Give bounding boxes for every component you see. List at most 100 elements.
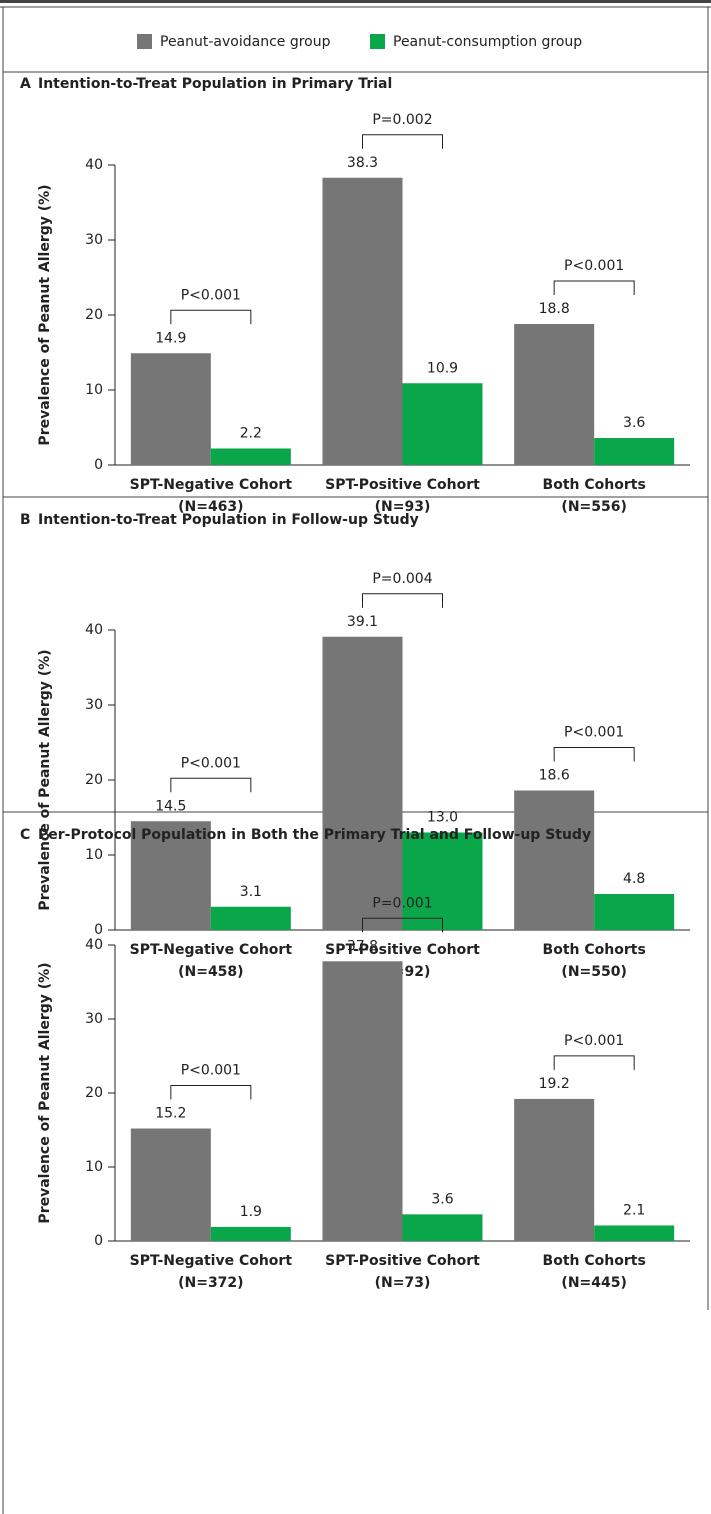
panel-letter: B [20, 512, 31, 528]
x-tick-sublabel: (N=372) [178, 1275, 243, 1291]
x-tick-sublabel: (N=463) [178, 499, 243, 515]
bar [322, 177, 403, 465]
bar [514, 324, 595, 465]
value-label: 3.6 [431, 1191, 453, 1207]
x-tick-sublabel: (N=73) [375, 1275, 431, 1291]
y-tick-label: 10 [85, 1159, 103, 1175]
bar [514, 1098, 595, 1241]
x-tick-label: SPT-Negative Cohort [130, 1253, 293, 1269]
p-value: P<0.001 [564, 725, 624, 741]
p-value: P<0.001 [181, 1063, 241, 1079]
p-bracket [362, 134, 443, 149]
bar [130, 1128, 211, 1241]
x-tick-label: SPT-Positive Cohort [325, 477, 480, 493]
legend-label: Peanut-avoidance group [160, 34, 331, 50]
x-tick-label: Both Cohorts [543, 477, 646, 493]
y-axis-label: Prevalence of Peanut Allergy (%) [37, 962, 53, 1223]
value-label: 3.1 [240, 884, 262, 900]
value-label: 37.8 [347, 938, 378, 954]
y-tick-label: 40 [85, 622, 103, 638]
p-value: P<0.001 [181, 287, 241, 303]
value-label: 14.9 [155, 330, 186, 346]
x-tick-sublabel: (N=458) [178, 964, 243, 980]
y-axis-label: Prevalence of Peanut Allergy (%) [37, 649, 53, 910]
legend-swatch [137, 34, 152, 49]
y-tick-label: 20 [85, 772, 103, 788]
p-value: P<0.001 [181, 755, 241, 771]
p-bracket [553, 280, 635, 295]
bar [210, 1226, 291, 1241]
p-bracket [362, 917, 443, 933]
y-tick-label: 30 [85, 697, 103, 713]
y-tick-label: 0 [94, 922, 103, 938]
x-tick-label: Both Cohorts [543, 1253, 646, 1269]
panel-title: Per-Protocol Population in Both the Prim… [38, 827, 591, 843]
y-tick-label: 30 [85, 1011, 103, 1027]
p-bracket [170, 309, 252, 325]
value-label: 18.8 [539, 301, 570, 317]
x-tick-sublabel: (N=445) [561, 1275, 626, 1291]
x-tick-label: Both Cohorts [543, 942, 646, 958]
bar [210, 448, 291, 465]
x-tick-sublabel: (N=550) [561, 964, 626, 980]
x-tick-label: SPT-Negative Cohort [130, 942, 293, 958]
y-tick-label: 0 [94, 1233, 103, 1249]
bar [130, 353, 211, 465]
bar [594, 894, 675, 930]
value-label: 4.8 [623, 871, 645, 887]
p-value: P<0.001 [564, 1033, 624, 1049]
value-label: 14.5 [155, 798, 186, 814]
legend-label: Peanut-consumption group [393, 34, 582, 50]
panel-title: Intention-to-Treat Population in Primary… [38, 76, 392, 92]
y-tick-label: 20 [85, 1085, 103, 1101]
bar [210, 906, 291, 930]
value-label: 19.2 [539, 1076, 570, 1092]
bar [130, 821, 211, 930]
legend-swatch [370, 34, 385, 49]
x-tick-label: SPT-Positive Cohort [325, 1253, 480, 1269]
value-label: 1.9 [240, 1204, 262, 1220]
y-tick-label: 30 [85, 232, 103, 248]
value-label: 10.9 [427, 360, 458, 376]
y-tick-label: 20 [85, 307, 103, 323]
value-label: 18.6 [539, 768, 570, 784]
value-label: 38.3 [347, 155, 378, 171]
x-tick-sublabel: (N=556) [561, 499, 626, 515]
value-label: 3.6 [623, 415, 645, 431]
p-bracket [170, 777, 252, 793]
bar [594, 438, 675, 465]
bar [402, 383, 483, 465]
x-tick-label: SPT-Negative Cohort [130, 477, 293, 493]
value-label: 39.1 [347, 614, 378, 630]
bar [594, 1225, 675, 1241]
y-axis-label: Prevalence of Peanut Allergy (%) [37, 184, 53, 445]
value-label: 13.0 [427, 810, 458, 826]
y-tick-label: 0 [94, 457, 103, 473]
p-bracket [553, 747, 635, 762]
value-label: 2.1 [623, 1202, 645, 1218]
bar [402, 1214, 483, 1241]
bar [402, 832, 483, 930]
x-tick-sublabel: (N=93) [375, 499, 431, 515]
p-value: P=0.002 [372, 112, 432, 128]
value-label: 2.2 [240, 426, 262, 442]
bar [322, 961, 403, 1241]
y-tick-label: 40 [85, 937, 103, 953]
panel-title: Intention-to-Treat Population in Follow-… [38, 512, 419, 528]
bar [514, 790, 595, 930]
bar [322, 636, 403, 930]
p-value: P=0.004 [372, 571, 432, 587]
value-label: 15.2 [155, 1106, 186, 1122]
p-bracket [553, 1055, 635, 1070]
y-tick-label: 10 [85, 382, 103, 398]
p-bracket [362, 593, 443, 608]
y-tick-label: 40 [85, 157, 103, 173]
y-tick-label: 10 [85, 847, 103, 863]
p-bracket [170, 1085, 252, 1100]
p-value: P<0.001 [564, 258, 624, 274]
panel-letter: A [20, 76, 31, 92]
p-value: P=0.001 [372, 895, 432, 911]
x-tick-label: SPT-Positive Cohort [325, 942, 480, 958]
